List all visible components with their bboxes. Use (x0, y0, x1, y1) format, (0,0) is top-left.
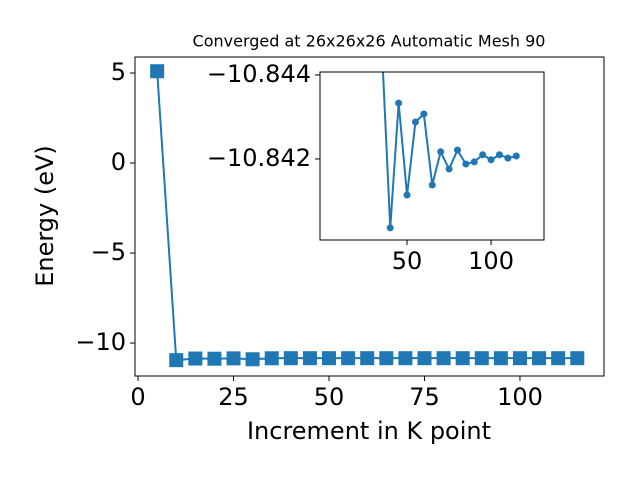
marker (512, 152, 520, 160)
axes-frame (134, 56, 605, 377)
marker (504, 154, 512, 162)
marker (551, 351, 566, 366)
chart-title: Converged at 26x26x26 Automatic Mesh 90 (193, 32, 546, 51)
marker (437, 148, 445, 156)
marker (360, 351, 375, 366)
marker (436, 351, 451, 366)
x-tick-label: 50 (314, 383, 345, 411)
marker (398, 351, 413, 366)
x-axis-label: Increment in K point (247, 417, 491, 445)
marker (512, 351, 527, 366)
x-tick-label: 100 (497, 383, 543, 411)
y-tick-label: −10.844 (207, 60, 311, 88)
marker (470, 158, 478, 166)
x-tick-label: 50 (392, 247, 423, 275)
plot-clip (150, 64, 585, 368)
marker (570, 351, 585, 366)
marker (226, 351, 241, 366)
marker (264, 351, 279, 366)
marker (493, 351, 508, 366)
marker (302, 351, 317, 366)
marker (403, 191, 411, 199)
y-tick-label: 5 (111, 58, 126, 86)
marker (532, 351, 547, 366)
marker (428, 181, 436, 189)
marker (341, 351, 356, 366)
marker (474, 351, 489, 366)
x-tick-label: 0 (130, 383, 145, 411)
marker (207, 351, 222, 366)
marker (420, 110, 428, 118)
marker (455, 351, 470, 366)
y-tick-label: 0 (111, 148, 126, 176)
x-tick-label: 100 (468, 247, 514, 275)
marker (487, 156, 495, 164)
marker (283, 351, 298, 366)
y-tick-label: −10 (75, 328, 126, 356)
marker (169, 353, 184, 368)
plot-clip (382, 72, 520, 232)
y-axis-label: Energy (eV) (31, 145, 59, 287)
marker (395, 99, 403, 107)
x-tick-label: 75 (409, 383, 440, 411)
marker (453, 146, 461, 154)
marker (245, 352, 260, 367)
marker (445, 165, 453, 173)
y-tick-label: −5 (91, 238, 126, 266)
marker (150, 64, 165, 79)
marker (462, 160, 470, 168)
marker (479, 151, 487, 159)
marker (379, 351, 394, 366)
axes-frame (319, 71, 545, 241)
x-tick-label: 25 (218, 383, 249, 411)
marker (322, 351, 337, 366)
marker (417, 351, 432, 366)
marker (495, 151, 503, 159)
marker (188, 351, 203, 366)
marker (411, 118, 419, 126)
y-tick-label: −10.842 (207, 144, 311, 172)
marker (386, 224, 394, 232)
